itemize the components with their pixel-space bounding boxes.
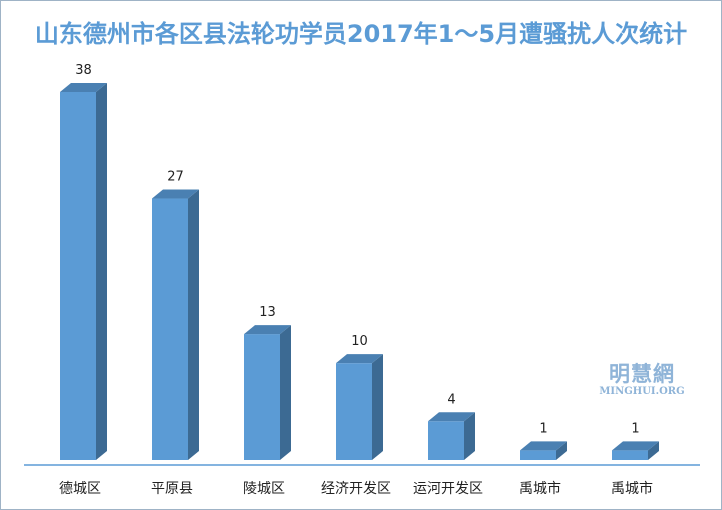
bar — [244, 334, 280, 460]
bar — [520, 450, 556, 460]
bar-top — [60, 83, 107, 92]
category-label: 平原县 — [151, 481, 193, 497]
bar — [612, 450, 648, 460]
bar-side — [372, 354, 383, 460]
bar-side — [648, 441, 659, 460]
bar — [428, 421, 464, 460]
bar-top — [612, 441, 659, 451]
bar-top — [152, 189, 199, 199]
bar — [60, 92, 96, 460]
bar-side — [556, 441, 567, 460]
minghui-watermark: 明慧網 MINGHUI.ORG — [596, 362, 688, 398]
bar-top — [336, 354, 383, 364]
data-label: 27 — [167, 170, 184, 185]
bar-top — [520, 441, 567, 451]
chart-title: 山东德州市各区县法轮功学员2017年1～5月遭骚扰人次统计 — [34, 20, 688, 48]
category-label: 经济开发区 — [321, 481, 391, 497]
data-label: 1 — [631, 421, 639, 436]
watermark-url: MINGHUI.ORG — [599, 386, 685, 397]
data-label: 13 — [259, 305, 276, 320]
category-label: 运河开发区 — [413, 481, 483, 497]
category-label: 禹城市 — [611, 480, 653, 497]
category-label: 德城区 — [59, 481, 101, 497]
bar — [152, 198, 188, 461]
data-label: 38 — [75, 63, 92, 78]
bar-side — [464, 412, 475, 460]
bar-top — [428, 412, 475, 422]
data-label: 1 — [539, 421, 547, 436]
category-label: 禹城市 — [519, 480, 561, 497]
watermark-logo: 明慧網 — [609, 362, 675, 386]
data-label: 4 — [447, 392, 455, 407]
bar-side — [280, 325, 291, 460]
bar-side — [96, 83, 107, 460]
bar-top — [244, 325, 291, 335]
bar-side — [188, 189, 199, 461]
data-label: 10 — [351, 334, 368, 349]
bar — [336, 363, 372, 460]
category-label: 陵城区 — [243, 481, 285, 497]
